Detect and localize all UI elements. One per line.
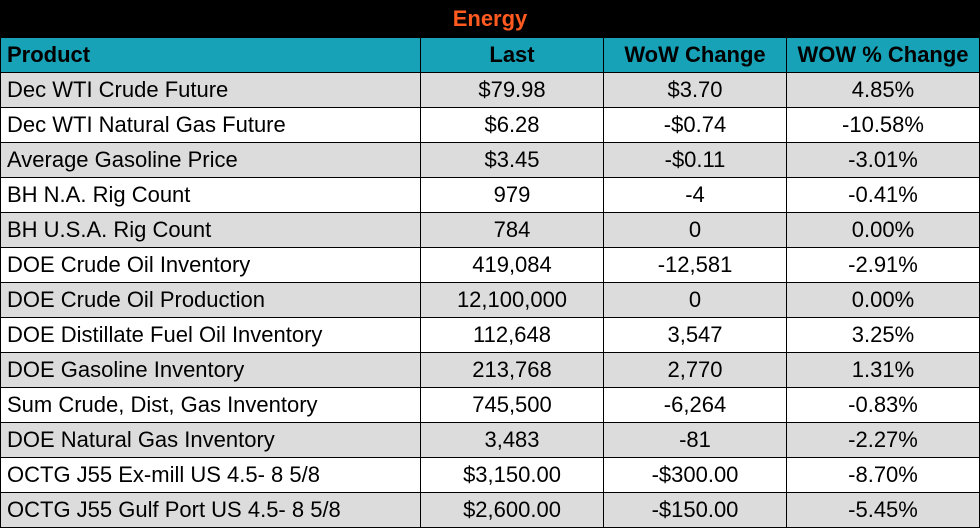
- table-row: DOE Natural Gas Inventory 3,483 -81 -2.27%: [1, 422, 979, 457]
- header-wow-pct-change: WOW % Change: [786, 38, 979, 72]
- cell-wow-change: -$300.00: [603, 458, 786, 492]
- table-row: BH N.A. Rig Count 979 -4 -0.41%: [1, 177, 979, 212]
- header-last: Last: [420, 38, 603, 72]
- cell-wow-change: -81: [603, 423, 786, 457]
- cell-wow-change: -$0.11: [603, 143, 786, 177]
- table-body: Dec WTI Crude Future $79.98 $3.70 4.85% Dec …: [1, 72, 979, 527]
- cell-wow-pct-change: -0.41%: [786, 178, 979, 212]
- header-product: Product: [7, 42, 91, 67]
- cell-wow-change: -12,581: [603, 248, 786, 282]
- cell-product: DOE Crude Oil Production: [7, 287, 265, 312]
- table-row: Dec WTI Natural Gas Future $6.28 -$0.74 -10…: [1, 107, 979, 142]
- cell-wow-pct-change: -10.58%: [786, 108, 979, 142]
- cell-product: DOE Distillate Fuel Oil Inventory: [7, 322, 323, 347]
- cell-wow-pct-change: -0.83%: [786, 388, 979, 422]
- cell-product: DOE Gasoline Inventory: [7, 357, 245, 382]
- cell-wow-pct-change: 0.00%: [786, 283, 979, 317]
- cell-wow-change: 3,547: [603, 318, 786, 352]
- cell-last: 112,648: [420, 318, 603, 352]
- table-row: OCTG J55 Gulf Port US 4.5- 8 5/8 $2,600.0…: [1, 492, 979, 527]
- cell-last: $3.45: [420, 143, 603, 177]
- cell-last: 3,483: [420, 423, 603, 457]
- cell-product: Sum Crude, Dist, Gas Inventory: [7, 392, 318, 417]
- cell-wow-change: $3.70: [603, 73, 786, 107]
- cell-product: Dec WTI Natural Gas Future: [7, 112, 286, 137]
- table-row: DOE Crude Oil Inventory 419,084 -12,581 -2.…: [1, 247, 979, 282]
- cell-wow-pct-change: -8.70%: [786, 458, 979, 492]
- header-row: Product Last WoW Change WOW % Change: [1, 37, 979, 72]
- table-row: DOE Distillate Fuel Oil Inventory 112,648…: [1, 317, 979, 352]
- cell-last: 979: [420, 178, 603, 212]
- table-row: DOE Gasoline Inventory 213,768 2,770 1.31%: [1, 352, 979, 387]
- cell-wow-change: 2,770: [603, 353, 786, 387]
- table-row: DOE Crude Oil Production 12,100,000 0 0.00%: [1, 282, 979, 317]
- cell-wow-change: -4: [603, 178, 786, 212]
- table-row: Sum Crude, Dist, Gas Inventory 745,500 -6,…: [1, 387, 979, 422]
- cell-wow-pct-change: -2.91%: [786, 248, 979, 282]
- cell-product: BH N.A. Rig Count: [7, 182, 191, 207]
- cell-product: Dec WTI Crude Future: [7, 77, 229, 102]
- header-wow-change: WoW Change: [603, 38, 786, 72]
- cell-wow-pct-change: -5.45%: [786, 493, 979, 527]
- cell-last: $6.28: [420, 108, 603, 142]
- cell-product: OCTG J55 Ex-mill US 4.5- 8 5/8: [7, 462, 320, 487]
- cell-wow-pct-change: -3.01%: [786, 143, 979, 177]
- cell-wow-pct-change: 1.31%: [786, 353, 979, 387]
- cell-wow-pct-change: 4.85%: [786, 73, 979, 107]
- cell-last: 213,768: [420, 353, 603, 387]
- table-row: BH U.S.A. Rig Count 784 0 0.00%: [1, 212, 979, 247]
- cell-last: 419,084: [420, 248, 603, 282]
- table-row: OCTG J55 Ex-mill US 4.5- 8 5/8 $3,150.00-…: [1, 457, 979, 492]
- cell-product: DOE Natural Gas Inventory: [7, 427, 275, 452]
- cell-last: $2,600.00: [420, 493, 603, 527]
- cell-wow-change: -6,264: [603, 388, 786, 422]
- cell-last: $79.98: [420, 73, 603, 107]
- cell-wow-pct-change: 3.25%: [786, 318, 979, 352]
- cell-wow-pct-change: 0.00%: [786, 213, 979, 247]
- cell-wow-change: 0: [603, 283, 786, 317]
- cell-wow-change: 0: [603, 213, 786, 247]
- table-title: Energy: [1, 1, 979, 37]
- cell-product: DOE Crude Oil Inventory: [7, 252, 251, 277]
- cell-product: Average Gasoline Price: [7, 147, 238, 172]
- cell-last: $3,150.00: [420, 458, 603, 492]
- cell-last: 12,100,000: [420, 283, 603, 317]
- cell-product: OCTG J55 Gulf Port US 4.5- 8 5/8: [7, 497, 341, 522]
- cell-last: 784: [420, 213, 603, 247]
- cell-wow-change: -$150.00: [603, 493, 786, 527]
- cell-wow-pct-change: -2.27%: [786, 423, 979, 457]
- cell-product: BH U.S.A. Rig Count: [7, 217, 212, 242]
- cell-wow-change: -$0.74: [603, 108, 786, 142]
- cell-last: 745,500: [420, 388, 603, 422]
- table-row: Dec WTI Crude Future $79.98 $3.70 4.85%: [1, 72, 979, 107]
- table-row: Average Gasoline Price $3.45 -$0.11 -3.01%: [1, 142, 979, 177]
